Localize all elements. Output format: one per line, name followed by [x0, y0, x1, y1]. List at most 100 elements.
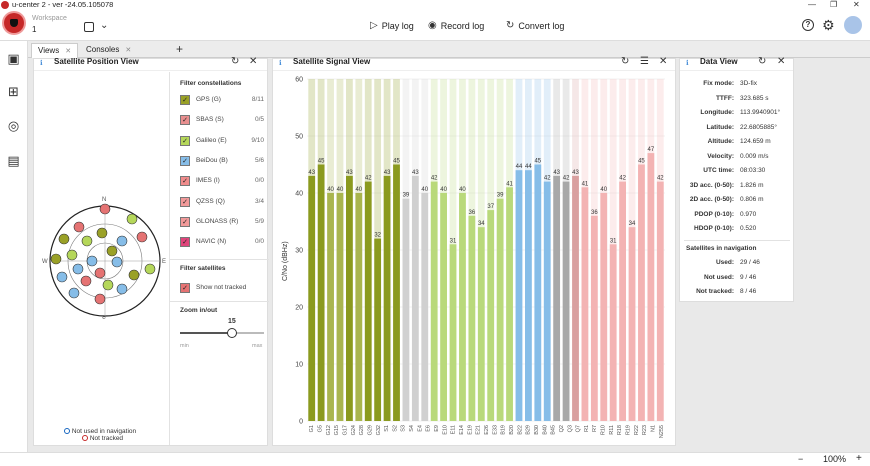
- checkbox-checked-icon[interactable]: ✓: [180, 95, 190, 105]
- checkbox-checked-icon[interactable]: ✓: [180, 237, 190, 248]
- signal-bar[interactable]: [355, 193, 363, 421]
- close-window-icon[interactable]: ✕: [853, 0, 860, 9]
- zoom-out-icon[interactable]: −: [798, 454, 804, 464]
- workspace-icon[interactable]: [84, 22, 94, 32]
- signal-bar[interactable]: [534, 164, 542, 422]
- signal-bar[interactable]: [477, 227, 485, 421]
- satellite-marker[interactable]: [86, 255, 98, 267]
- maximize-icon[interactable]: ❐: [830, 0, 838, 9]
- show-not-tracked-checkbox[interactable]: ✓ Show not tracked: [180, 283, 268, 294]
- signal-bar[interactable]: [336, 193, 344, 421]
- close-icon[interactable]: ✕: [249, 56, 258, 67]
- satellite-marker[interactable]: [81, 235, 93, 247]
- satellite-marker[interactable]: [56, 271, 68, 283]
- signal-bar[interactable]: [383, 175, 391, 421]
- signal-bar[interactable]: [402, 198, 410, 421]
- add-tab-button[interactable]: +: [176, 42, 184, 56]
- satellite-marker[interactable]: [102, 279, 114, 291]
- satellite-icon[interactable]: ◎: [7, 118, 20, 133]
- signal-bar[interactable]: [468, 215, 476, 421]
- satellite-marker[interactable]: [116, 235, 128, 247]
- checkbox-checked-icon[interactable]: ✓: [180, 155, 190, 166]
- refresh-icon[interactable]: ↻: [231, 56, 240, 67]
- signal-bar[interactable]: [553, 175, 561, 421]
- signal-bar[interactable]: [543, 181, 551, 421]
- signal-bar[interactable]: [487, 210, 495, 421]
- close-icon[interactable]: ✕: [65, 48, 72, 55]
- grid-add-icon[interactable]: ⊞: [8, 84, 19, 99]
- satellite-marker[interactable]: [99, 203, 111, 215]
- satellite-marker[interactable]: [50, 253, 62, 265]
- filter-settings-icon[interactable]: ☰: [640, 56, 649, 67]
- zoom-slider-track[interactable]: [180, 328, 264, 338]
- satellite-marker[interactable]: [116, 283, 128, 295]
- signal-bar[interactable]: [374, 238, 382, 421]
- constellation-filter-row[interactable]: ✓ BeiDou (B) 5/6: [180, 155, 268, 167]
- satellite-marker[interactable]: [144, 263, 156, 275]
- constellation-filter-row[interactable]: ✓ NAVIC (N) 0/0: [180, 237, 268, 248]
- signal-bar[interactable]: [628, 227, 636, 421]
- zoom-slider-thumb[interactable]: [227, 328, 238, 338]
- signal-bar[interactable]: [430, 181, 438, 421]
- signal-bar[interactable]: [581, 187, 589, 421]
- signal-bar[interactable]: [515, 170, 523, 421]
- satellite-marker[interactable]: [94, 293, 106, 305]
- chevron-down-icon[interactable]: ⌄: [100, 20, 109, 31]
- checkbox-checked-icon[interactable]: ✓: [180, 196, 190, 207]
- satellite-marker[interactable]: [136, 231, 148, 243]
- minimize-icon[interactable]: —: [808, 0, 816, 9]
- signal-bar[interactable]: [364, 181, 372, 421]
- signal-bar[interactable]: [346, 175, 353, 421]
- close-icon[interactable]: ✕: [777, 56, 786, 67]
- satellite-marker[interactable]: [106, 245, 118, 257]
- signal-bar[interactable]: [562, 181, 570, 421]
- signal-bar[interactable]: [600, 193, 608, 421]
- satellite-marker[interactable]: [128, 269, 140, 281]
- signal-bar[interactable]: [440, 193, 447, 421]
- chip-icon[interactable]: ▣: [7, 51, 20, 66]
- satellite-marker[interactable]: [96, 227, 108, 239]
- signal-bar[interactable]: [506, 187, 513, 421]
- constellation-filter-row[interactable]: ✓ GLONASS (R) 5/9: [180, 216, 268, 228]
- play-log-button[interactable]: ▷ Play log: [370, 20, 414, 31]
- zoom-in-icon[interactable]: +: [856, 453, 862, 464]
- signal-bar[interactable]: [421, 193, 429, 421]
- satellite-marker[interactable]: [94, 267, 106, 279]
- gear-icon[interactable]: ⚙: [822, 17, 835, 33]
- signal-bar[interactable]: [656, 181, 664, 421]
- refresh-icon[interactable]: ↻: [758, 56, 767, 67]
- signal-bar[interactable]: [308, 175, 316, 421]
- checkbox-checked-icon[interactable]: ✓: [180, 176, 190, 187]
- satellite-marker[interactable]: [58, 233, 70, 245]
- signal-bar[interactable]: [638, 164, 645, 422]
- checkbox-checked-icon[interactable]: ✓: [180, 115, 190, 126]
- constellation-filter-row[interactable]: ✓ GPS (G) 8/11: [180, 95, 268, 106]
- signal-bar[interactable]: [317, 164, 325, 422]
- checkbox-checked-icon[interactable]: ✓: [180, 216, 190, 227]
- constellation-filter-row[interactable]: ✓ QZSS (Q) 3/4: [180, 196, 268, 208]
- constellation-filter-row[interactable]: ✓ IMES (I) 0/0: [180, 176, 268, 187]
- satellite-marker[interactable]: [73, 221, 85, 233]
- signal-bar[interactable]: [590, 215, 598, 421]
- refresh-icon[interactable]: ↻: [621, 56, 630, 67]
- signal-bar[interactable]: [459, 193, 466, 421]
- convert-log-button[interactable]: ↻ Convert log: [506, 20, 564, 31]
- signal-bar[interactable]: [449, 244, 457, 421]
- checkbox-checked-icon[interactable]: ✓: [180, 135, 190, 146]
- signal-bar[interactable]: [609, 244, 617, 421]
- signal-bar[interactable]: [525, 170, 532, 421]
- close-icon[interactable]: ✕: [659, 56, 668, 67]
- help-icon[interactable]: ?: [802, 19, 814, 31]
- signal-bar[interactable]: [496, 198, 504, 421]
- satellite-marker[interactable]: [80, 275, 92, 287]
- signal-bar[interactable]: [572, 175, 579, 421]
- signal-bar[interactable]: [393, 164, 400, 422]
- satellite-marker[interactable]: [66, 249, 78, 261]
- workspace-value[interactable]: 1: [32, 25, 37, 34]
- satellite-marker[interactable]: [68, 287, 80, 299]
- close-icon[interactable]: ✕: [125, 47, 132, 54]
- signal-bar[interactable]: [327, 193, 334, 421]
- satellite-marker[interactable]: [111, 256, 123, 268]
- signal-bar[interactable]: [619, 181, 626, 421]
- toolbox-icon[interactable]: ▤: [7, 153, 20, 168]
